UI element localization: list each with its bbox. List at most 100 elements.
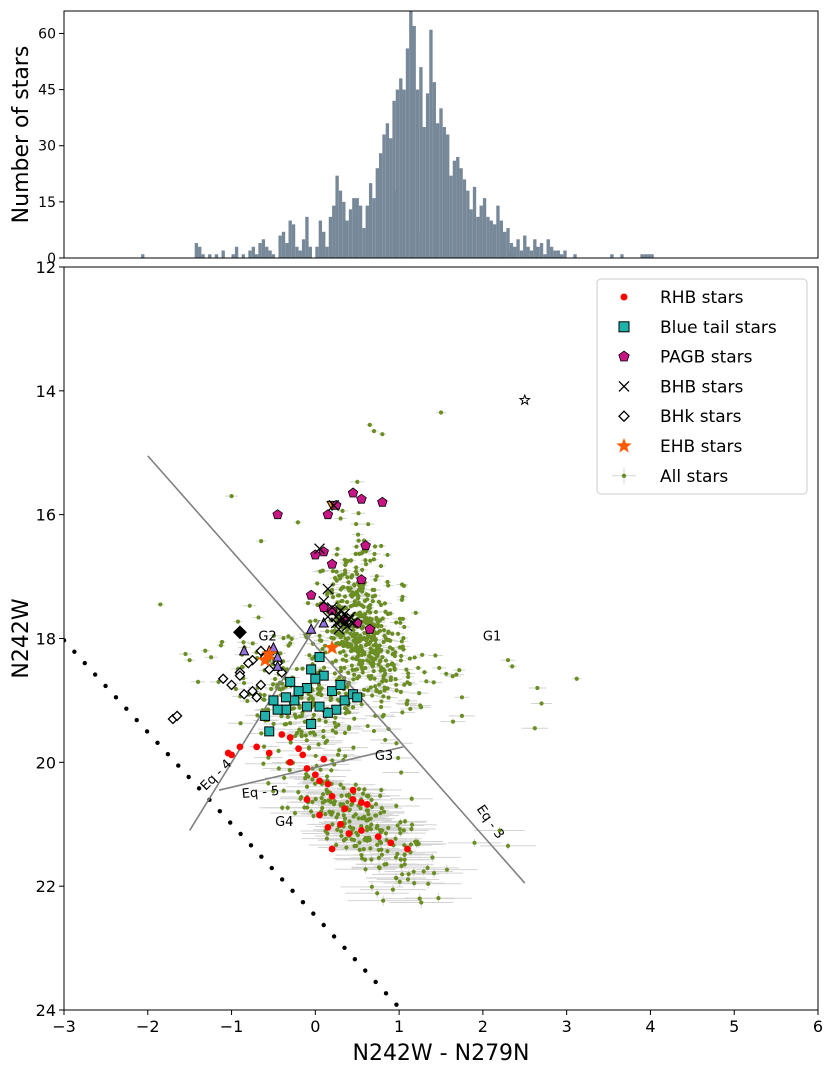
bhk-star — [233, 625, 247, 640]
pagb-star — [364, 623, 375, 634]
hist-y-tick-label: 0 — [47, 251, 56, 267]
all-star-point — [354, 631, 360, 636]
all-star-point — [339, 599, 344, 604]
boundary-line — [218, 746, 404, 791]
hist-bar — [318, 220, 323, 258]
all-star-point — [363, 561, 369, 567]
all-star-point — [373, 609, 378, 615]
hist-bar — [429, 29, 433, 258]
rhb-star — [295, 745, 302, 753]
all-star-point — [345, 575, 350, 580]
all-star-point — [358, 643, 363, 649]
region-label: G2 — [258, 629, 276, 644]
all-star-point — [359, 853, 364, 858]
all-star-point — [313, 753, 318, 759]
all-star-point — [390, 631, 395, 637]
bhb-star — [322, 611, 334, 623]
blue-tail-star — [352, 692, 363, 703]
hist-bar — [251, 246, 256, 258]
all-star-point — [374, 825, 379, 831]
hist-bar — [472, 186, 477, 258]
all-star-point — [436, 896, 441, 901]
hist-bar — [261, 239, 266, 258]
sequence-point — [269, 865, 274, 871]
all-star-point — [378, 704, 384, 710]
all-star-point — [367, 835, 372, 841]
hist-bar — [640, 254, 644, 258]
all-star-point — [266, 755, 271, 760]
all-star-point — [383, 609, 388, 614]
sequence-point — [82, 660, 87, 666]
all-star-point — [379, 699, 384, 704]
all-star-point — [335, 752, 341, 757]
hist-bar — [526, 246, 530, 258]
all-star-point — [394, 620, 399, 625]
all-star-point — [324, 592, 330, 597]
all-star-point — [323, 811, 328, 817]
blue-tail-star — [339, 695, 350, 706]
all-star-point — [412, 881, 417, 886]
bhb-star-stroke — [337, 613, 349, 625]
sequence-point — [124, 706, 129, 711]
all-star-point — [328, 697, 333, 703]
all-star-point — [373, 802, 379, 807]
rhb-star — [286, 758, 294, 766]
all-star-point — [187, 658, 192, 663]
all-star-point — [368, 646, 373, 651]
all-star-point — [402, 819, 408, 824]
all-star-point — [382, 862, 387, 867]
legend-marker — [618, 380, 630, 392]
sequence-point — [176, 763, 181, 768]
all-star-point — [350, 705, 356, 710]
all-star-point — [297, 705, 302, 710]
all-star-point — [335, 593, 341, 598]
all-star-point — [393, 677, 398, 682]
all-star-point — [276, 766, 281, 771]
hist-bar — [519, 250, 524, 258]
sequence-point — [165, 752, 171, 757]
legend-label: BHB stars — [660, 377, 743, 397]
all-star-point — [330, 728, 335, 733]
bhb-star-stroke — [340, 616, 351, 628]
legend-label: All stars — [660, 467, 728, 487]
all-star-point — [431, 871, 437, 876]
hist-bar — [335, 175, 339, 258]
hist-bar — [241, 254, 245, 258]
blue-tail-star — [260, 710, 271, 721]
all-star-point — [363, 558, 368, 563]
all-star-point — [350, 573, 355, 578]
hist-bar — [194, 243, 199, 258]
all-star-point — [233, 686, 239, 692]
all-star-point — [398, 857, 403, 862]
blue-tail-star — [281, 704, 292, 715]
all-star-point — [361, 693, 366, 698]
all-star-point — [329, 768, 334, 773]
all-star-point — [398, 820, 403, 825]
all-star-point — [390, 646, 395, 652]
all-star-point — [398, 620, 403, 625]
all-star-point — [339, 793, 344, 798]
all-star-point — [363, 665, 368, 671]
all-star-point — [350, 656, 355, 661]
all-star-point — [395, 631, 401, 636]
all-star-point — [271, 721, 276, 726]
bhb-star-stroke — [318, 595, 330, 607]
all-star-point — [342, 594, 348, 599]
rhb-star — [349, 796, 357, 803]
pagb-star — [347, 487, 359, 498]
all-star-point — [281, 788, 286, 793]
all-star-point — [390, 661, 395, 666]
all-star-point — [295, 520, 301, 525]
all-star-point — [377, 865, 382, 871]
all-star-point — [392, 667, 397, 672]
hist-bar — [338, 190, 343, 258]
all-star-point — [229, 493, 234, 499]
all-star-point — [421, 869, 426, 874]
all-star-point — [407, 656, 412, 661]
all-star-point — [392, 653, 397, 659]
hist-bar — [395, 89, 400, 258]
all-star-point — [289, 636, 294, 641]
all-star-point — [400, 872, 405, 877]
all-star-point — [375, 891, 380, 896]
all-star-point — [324, 738, 330, 743]
